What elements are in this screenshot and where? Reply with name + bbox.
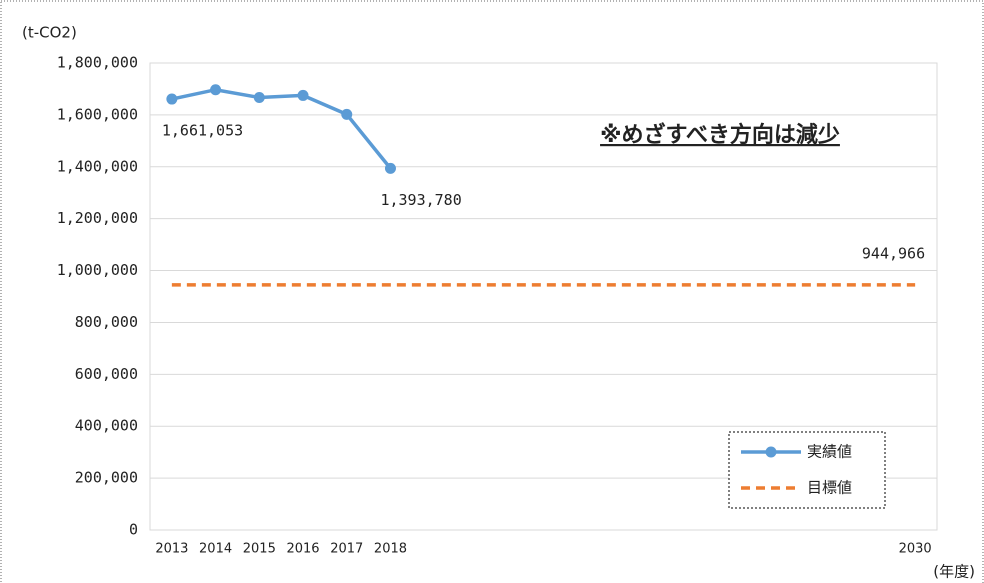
y-tick-label: 200,000 (75, 469, 138, 487)
legend-marker (765, 446, 777, 458)
legend-label: 実績値 (807, 443, 852, 461)
point (384, 162, 396, 174)
y-tick-label: 800,000 (75, 313, 138, 331)
point (297, 89, 309, 101)
y-tick-label: 400,000 (75, 417, 138, 435)
x-tick-label: 2014 (199, 542, 232, 557)
x-tick-label: 2030 (899, 542, 932, 557)
y-unit: (t-CO2) (22, 24, 77, 42)
annotation: ※めざすべき方向は減少 (600, 122, 840, 148)
point (253, 92, 265, 104)
series-line (171, 87, 392, 170)
y-tick-label: 0 (129, 521, 138, 539)
x-axis-label: (年度) (933, 563, 975, 581)
point (210, 84, 222, 96)
x-tick-label: 2017 (330, 542, 363, 557)
y-tick-label: 1,200,000 (57, 209, 138, 227)
data-label: 1,661,053 (162, 122, 243, 140)
x-tick-label: 2015 (243, 542, 276, 557)
y-tick-label: 1,800,000 (57, 54, 138, 72)
y-tick-label: 1,400,000 (57, 157, 138, 175)
legend-box (728, 431, 886, 509)
x-tick-label: 2013 (155, 542, 188, 557)
data-label: 944,966 (862, 244, 925, 262)
y-tick-label: 1,600,000 (57, 105, 138, 123)
x-tick-label: 2016 (286, 542, 319, 557)
point (341, 108, 353, 120)
legend-label: 目標値 (807, 479, 852, 497)
data-label: 1,393,780 (380, 191, 461, 209)
y-tick-label: 600,000 (75, 365, 138, 383)
y-tick-label: 1,000,000 (57, 261, 138, 279)
x-tick-label: 2018 (374, 542, 407, 557)
point (166, 93, 178, 105)
